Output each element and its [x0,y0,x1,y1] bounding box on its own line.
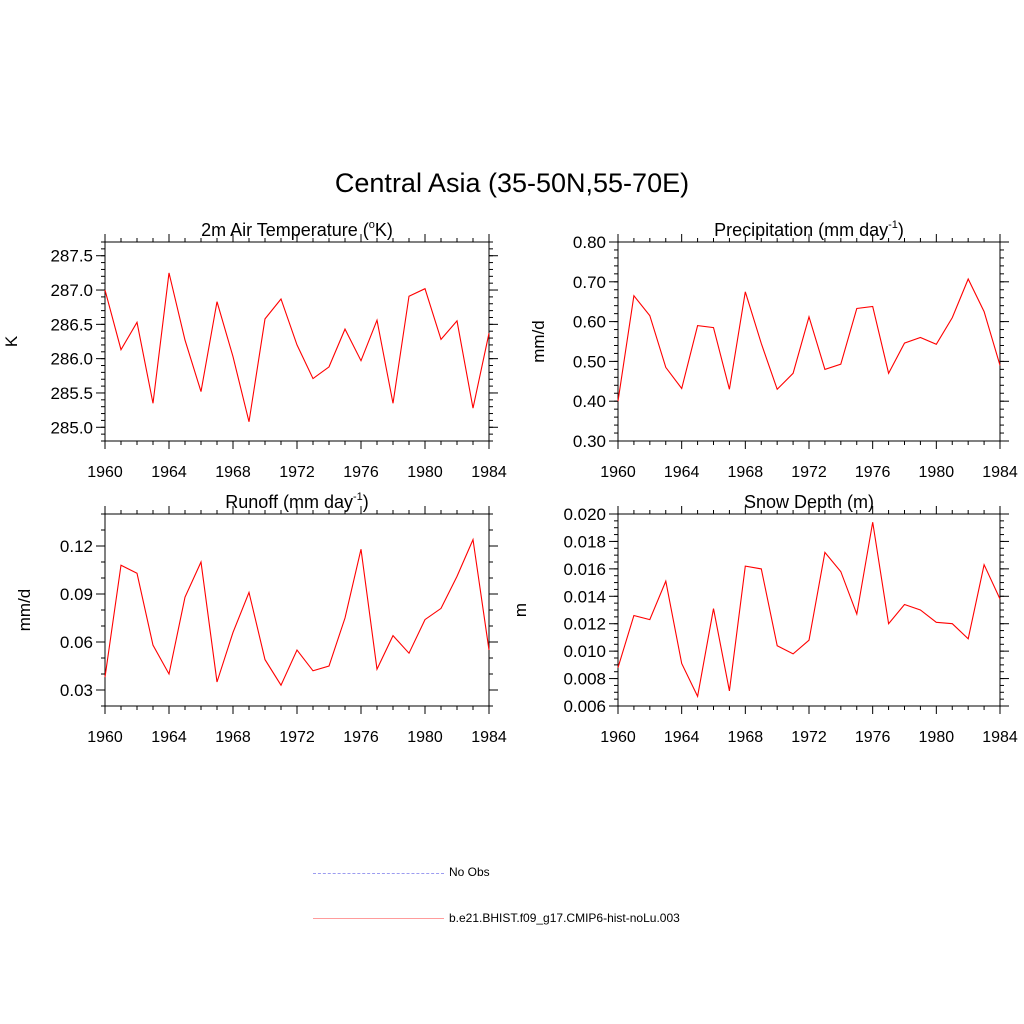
y-tick-label: 0.40 [573,392,606,411]
y-tick-label: 286.0 [50,350,93,369]
x-tick-label: 1964 [151,464,187,481]
plot-frame-snow-depth [617,513,1001,707]
y-tick-label: 286.5 [50,315,93,334]
panel-snow-depth: 1960 1964 1968 1972 1976 1980 1984 0.006 0.008 0.… [511,492,1018,746]
panel-precipitation: 1960 1964 1968 1972 1976 1980 1984 0.30 0.40 0.50… [529,219,1018,481]
y-tick-label: 0.70 [573,273,606,292]
x-tick-label: 1964 [151,729,187,746]
x-tick-label: 1968 [728,729,764,746]
y-tick-label: 0.008 [563,670,606,689]
y-tick-label: 0.60 [573,313,606,332]
x-tick-label: 1976 [855,729,891,746]
plot-frame-air-temperature [104,241,490,442]
y-tick-label: 0.016 [563,560,606,579]
x-tick-label: 1980 [919,729,955,746]
panel-title-air-temperature: 2m Air Temperature (oK) [201,219,393,240]
x-tick-label: 1960 [600,729,636,746]
y-tick-label: 287.0 [50,281,93,300]
panel-runoff: 1960 1964 1968 1972 1976 1980 1984 0.03 0.06 0.09… [15,491,507,746]
y-tick-label: 0.020 [563,505,606,524]
legend-label-model-run: b.e21.BHIST.f09_g17.CMIP6-hist-noLu.003 [449,911,680,925]
series-line-precipitation [617,277,1001,402]
x-tick-label: 1972 [791,464,827,481]
y-tick-label: 0.010 [563,642,606,661]
plot-frame-precipitation [617,241,1001,442]
y-tick-label: 0.80 [573,233,606,252]
y-tick-label: 0.12 [60,537,93,556]
x-tick-label: 1984 [471,729,507,746]
plot-frame-runoff [104,513,490,707]
y-tick-label: 0.06 [60,633,93,652]
x-tick-label: 1976 [343,729,379,746]
y-tick-label: 0.018 [563,532,606,551]
x-tick-label: 1984 [982,464,1018,481]
y-tick-label: 0.09 [60,585,93,604]
y-tick-label: 0.014 [563,587,606,606]
panel-title-precipitation: Precipitation (mm day-1) [714,219,904,240]
panel-air-temperature: 1960 1964 1968 1972 1976 1980 1984 285.0 285.5 28… [2,219,507,481]
x-tick-label: 1968 [215,464,251,481]
x-tick-label: 1984 [471,464,507,481]
x-tick-label: 1980 [919,464,955,481]
y-tick-label: 287.5 [50,247,93,266]
series-line-snow-depth [617,522,1001,699]
y-tick-label: 0.012 [563,615,606,634]
x-tick-label: 1960 [600,464,636,481]
legend-swatch-no-obs [313,873,444,874]
y-axis-label-air-temperature: K [2,335,21,347]
y-tick-label: 0.30 [573,432,606,451]
x-tick-label: 1964 [664,464,700,481]
x-tick-label: 1976 [343,464,379,481]
panel-title-snow-depth: Snow Depth (m) [744,492,874,512]
legend-swatch-model-run [313,918,444,919]
x-tick-label: 1972 [279,729,315,746]
x-tick-label: 1980 [407,729,443,746]
x-tick-label: 1972 [279,464,315,481]
x-tick-label: 1976 [855,464,891,481]
y-tick-label: 285.0 [50,418,93,437]
x-tick-label: 1968 [215,729,251,746]
y-tick-label: 0.50 [573,352,606,371]
y-axis-label-runoff: mm/d [15,589,34,632]
x-tick-label: 1960 [87,729,123,746]
y-tick-label: 0.006 [563,697,606,716]
x-tick-label: 1960 [87,464,123,481]
x-tick-label: 1980 [407,464,443,481]
x-tick-label: 1968 [728,464,764,481]
y-axis-label-snow-depth: m [511,603,530,617]
x-tick-label: 1972 [791,729,827,746]
panel-title-runoff: Runoff (mm day-1) [225,491,369,512]
legend-label-no-obs: No Obs [449,865,490,879]
x-tick-label: 1964 [664,729,700,746]
x-tick-label: 1984 [982,729,1018,746]
figure-title: Central Asia (35-50N,55-70E) [334,168,690,198]
series-line-runoff [104,537,490,687]
y-tick-label: 0.03 [60,681,93,700]
y-axis-label-precipitation: mm/d [529,320,548,363]
series-line-air-temperature [104,272,490,422]
y-tick-label: 285.5 [50,384,93,403]
